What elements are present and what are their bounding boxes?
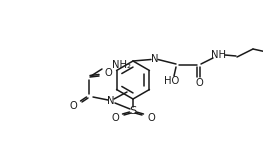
Text: O: O	[104, 68, 112, 78]
Text: NH: NH	[211, 50, 226, 60]
Text: NH₂: NH₂	[112, 60, 131, 70]
Text: O: O	[195, 78, 203, 88]
Text: HO: HO	[164, 76, 180, 86]
Text: O: O	[147, 113, 155, 123]
Text: O: O	[111, 113, 119, 123]
Text: N: N	[151, 54, 159, 64]
Text: O: O	[69, 101, 77, 111]
Text: S: S	[129, 106, 136, 116]
Text: N: N	[107, 96, 115, 106]
